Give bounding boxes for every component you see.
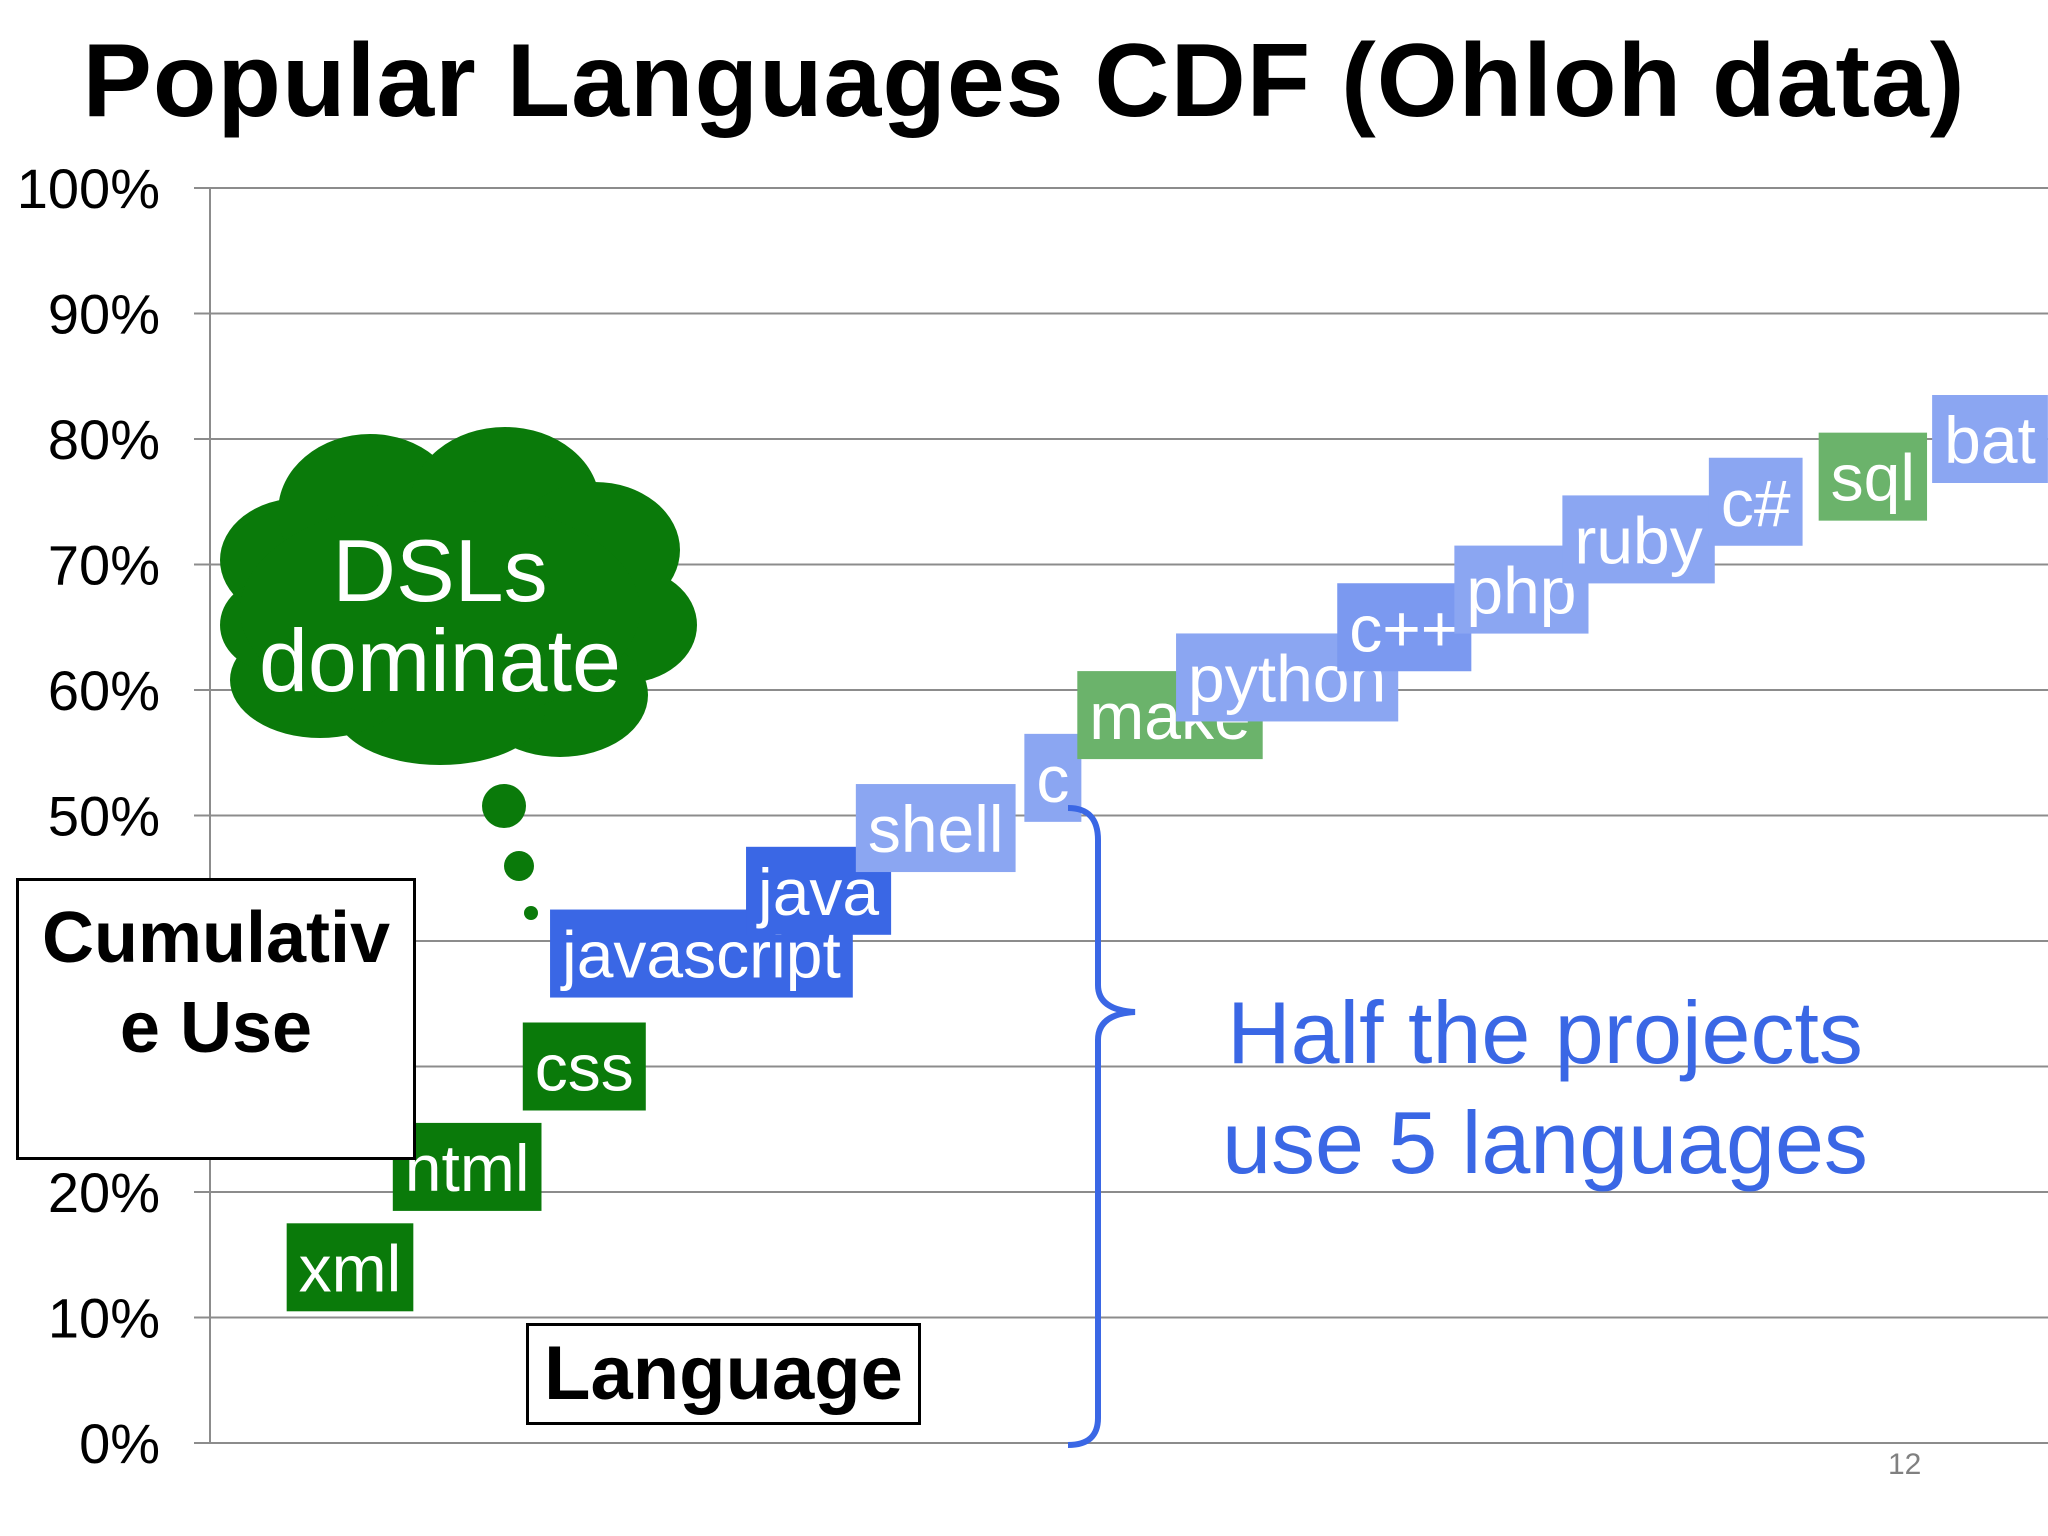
y-tick-labels: 0%10%20%30%40%50%60%70%80%90%100% [17,157,160,1475]
language-marker-box [1337,583,1472,672]
language-marker-label: sql [1831,441,1915,515]
language-marker-box [286,1223,414,1312]
language-marker-xml: xml [286,1223,414,1312]
language-marker-java: java [746,846,892,935]
cloud-line-2: dominate [258,611,621,710]
y-tick-label: 70% [48,534,160,597]
chart-title: Popular Languages CDF (Ohloh data) [82,23,1966,139]
y-tick-label: 80% [48,408,160,471]
y-tick-label: 10% [48,1287,160,1350]
y-tick-label: 20% [48,1161,160,1224]
language-marker-label: xml [299,1231,402,1305]
language-marker-label: shell [868,792,1004,866]
y-tick-label: 90% [48,283,160,346]
language-marker-label: bat [1944,403,2036,477]
language-marker-label: c [1036,742,1069,816]
thought-cloud [220,427,697,920]
language-marker-cplusplus: c++ [1337,583,1472,672]
language-marker-box [522,1022,646,1111]
language-marker-sql: sql [1818,432,1928,521]
cloud-line-1: DSLs [332,521,548,620]
y-tick-label: 50% [48,785,160,848]
language-marker-label: c# [1721,466,1791,540]
y-axis-label: Cumulativ e Use [16,878,416,1160]
x-axis-label: Language [526,1323,921,1425]
language-marker-css: css [522,1022,646,1111]
language-marker-csharp: c# [1708,457,1803,546]
curly-brace [1067,805,1136,1448]
language-marker-label: ruby [1574,503,1702,577]
annotation-line-2: use 5 languages [1222,1093,1868,1192]
annotation-line-1: Half the projects [1227,983,1863,1082]
language-marker-box [392,1122,542,1211]
y-tick-label: 100% [17,157,160,220]
y-tick-label: 60% [48,659,160,722]
language-marker-box [855,784,1016,873]
language-marker-box [1818,432,1928,521]
language-marker-box [1708,457,1803,546]
language-marker-label: html [405,1131,530,1205]
gridlines [194,187,2048,1444]
page-number: 12 [1888,1448,1922,1481]
language-marker-html: html [392,1122,542,1211]
cloud-callout-text: DSLs dominate [230,526,650,706]
language-marker-ruby: ruby [1562,495,1715,584]
language-marker-box [1562,495,1715,584]
language-marker-label: c++ [1349,591,1459,665]
language-markers: xmlhtmlcssjavascriptjavashellcmakepython… [286,395,2048,1312]
language-marker-bat: bat [1932,395,2048,483]
language-marker-shell: shell [855,784,1016,873]
language-marker-label: php [1466,554,1576,628]
y-tick-label: 0% [79,1412,160,1475]
half-projects-annotation: Half the projects use 5 languages [1180,978,1910,1198]
language-marker-box [1932,395,2048,483]
language-marker-label: css [535,1031,634,1105]
